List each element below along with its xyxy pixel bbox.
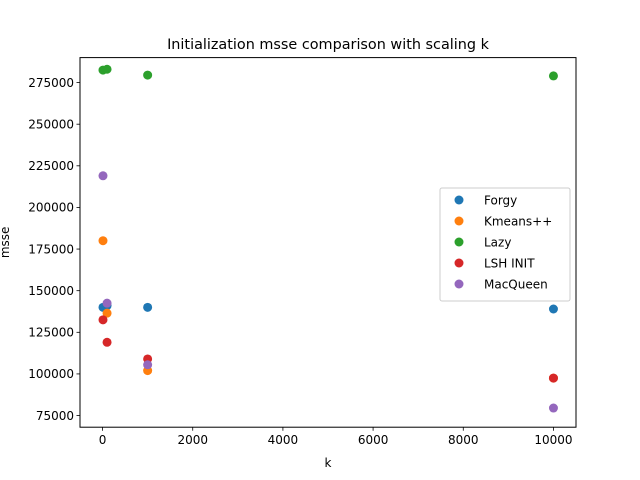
data-point — [102, 308, 112, 318]
y-tick-label: 200000 — [28, 201, 74, 215]
legend-label: Lazy — [484, 235, 511, 249]
x-axis: 0 2000 4000 6000 8000 10000 — [99, 427, 573, 447]
x-tick-label: 8000 — [448, 433, 479, 447]
legend-label: LSH INIT — [484, 256, 535, 270]
legend: Forgy Kmeans++ Lazy LSH INIT MacQueen — [439, 187, 571, 302]
plot-area — [98, 64, 558, 413]
y-tick-label: 125000 — [28, 326, 74, 340]
y-tick-label: 275000 — [28, 76, 74, 90]
x-axis-label: k — [325, 456, 332, 470]
legend-marker — [454, 279, 464, 289]
x-tick-label: 4000 — [268, 433, 299, 447]
legend-label: Kmeans++ — [484, 214, 552, 228]
series-lazy — [98, 64, 558, 81]
x-tick-label: 2000 — [177, 433, 208, 447]
axes-frame — [79, 57, 577, 428]
series-lsh-init — [98, 315, 558, 383]
data-point — [548, 403, 558, 413]
legend-label: Forgy — [484, 193, 517, 207]
data-point — [98, 236, 108, 246]
data-point — [98, 315, 108, 325]
data-point — [102, 337, 112, 347]
x-tick-label: 0 — [99, 433, 107, 447]
legend-label: MacQueen — [484, 277, 548, 291]
data-point — [102, 64, 112, 74]
y-tick-label: 250000 — [28, 117, 74, 131]
y-tick-label: 75000 — [36, 409, 74, 423]
chart-title: Initialization msse comparison with scal… — [167, 37, 490, 53]
data-point — [143, 302, 153, 312]
x-tick-label: 6000 — [358, 433, 389, 447]
y-axis-label: msse — [0, 227, 12, 259]
y-tick-label: 225000 — [28, 159, 74, 173]
y-tick-label: 150000 — [28, 284, 74, 298]
legend-marker — [454, 258, 464, 268]
data-point — [143, 70, 153, 80]
data-point — [548, 373, 558, 383]
data-point — [98, 171, 108, 181]
x-tick-label: 10000 — [534, 433, 572, 447]
data-point — [102, 298, 112, 308]
legend-marker — [454, 237, 464, 247]
legend-marker — [454, 216, 464, 226]
legend-box — [439, 187, 571, 302]
legend-marker — [454, 195, 464, 205]
data-point — [548, 71, 558, 81]
y-axis: 75000 100000 125000 150000 175000 200000 22500… — [28, 76, 80, 423]
y-tick-label: 100000 — [28, 367, 74, 381]
data-point — [143, 360, 153, 370]
series-macqueen — [98, 171, 558, 413]
y-tick-label: 175000 — [28, 242, 74, 256]
data-point — [548, 304, 558, 314]
